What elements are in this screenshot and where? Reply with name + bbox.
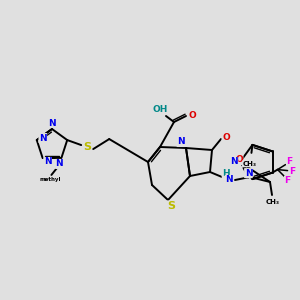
- Text: S: S: [83, 142, 91, 152]
- Text: F: F: [284, 176, 291, 185]
- Text: N: N: [56, 159, 63, 168]
- Text: N: N: [39, 134, 46, 142]
- Text: methyl: methyl: [40, 177, 61, 182]
- Text: N: N: [244, 169, 252, 178]
- Text: OH: OH: [152, 104, 168, 113]
- Text: N: N: [177, 137, 185, 146]
- Text: S: S: [167, 201, 175, 211]
- Text: H: H: [222, 169, 230, 178]
- Text: CH₃: CH₃: [266, 199, 280, 205]
- Text: O: O: [235, 155, 243, 164]
- Text: N: N: [44, 158, 51, 166]
- Text: O: O: [188, 110, 196, 119]
- Text: N: N: [48, 118, 56, 127]
- Text: F: F: [286, 157, 292, 166]
- Text: CH₃: CH₃: [242, 161, 256, 167]
- Text: N: N: [230, 158, 238, 166]
- Text: F: F: [290, 167, 296, 176]
- Text: O: O: [222, 133, 230, 142]
- Text: N: N: [225, 176, 233, 184]
